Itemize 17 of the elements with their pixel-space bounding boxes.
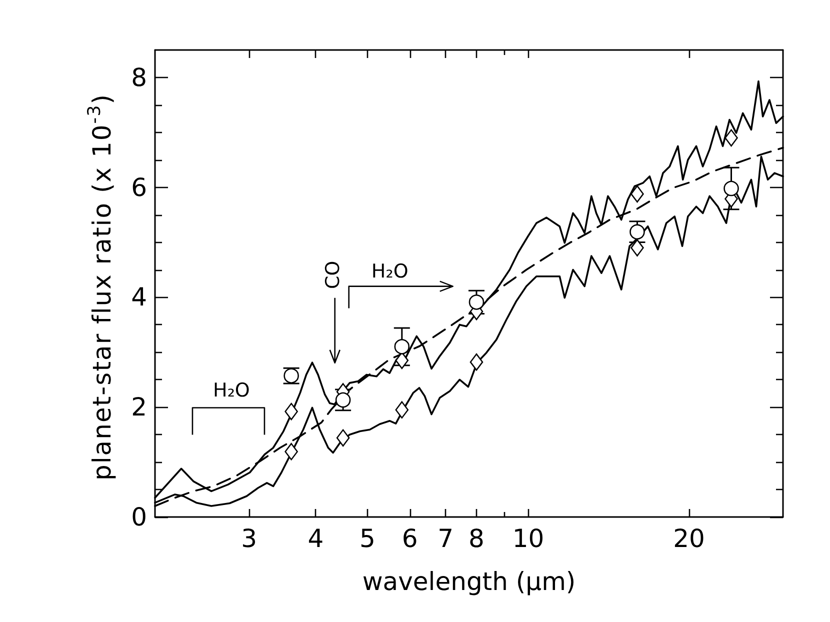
x-tick-label: 20 <box>673 524 705 553</box>
y-tick-label: 4 <box>131 282 147 312</box>
x-tick-label: 4 <box>308 524 324 553</box>
x-tick-label: 8 <box>468 524 484 553</box>
x-tick-label: 3 <box>241 524 257 553</box>
annotation: H₂O <box>371 260 408 282</box>
x-axis-title: wavelength (μm) <box>362 567 576 596</box>
annotation: H₂O <box>213 380 250 402</box>
annotation: CO <box>322 260 344 290</box>
x-tick-label: 6 <box>402 524 418 553</box>
y-tick-label: 8 <box>131 62 147 92</box>
x-tick-label: 5 <box>360 524 376 553</box>
y-tick-label: 6 <box>131 172 147 202</box>
y-tick-label: 0 <box>131 502 147 532</box>
y-tick-label: 2 <box>131 392 147 422</box>
x-tick-label: 10 <box>512 524 544 553</box>
x-tick-label: 7 <box>438 524 454 553</box>
